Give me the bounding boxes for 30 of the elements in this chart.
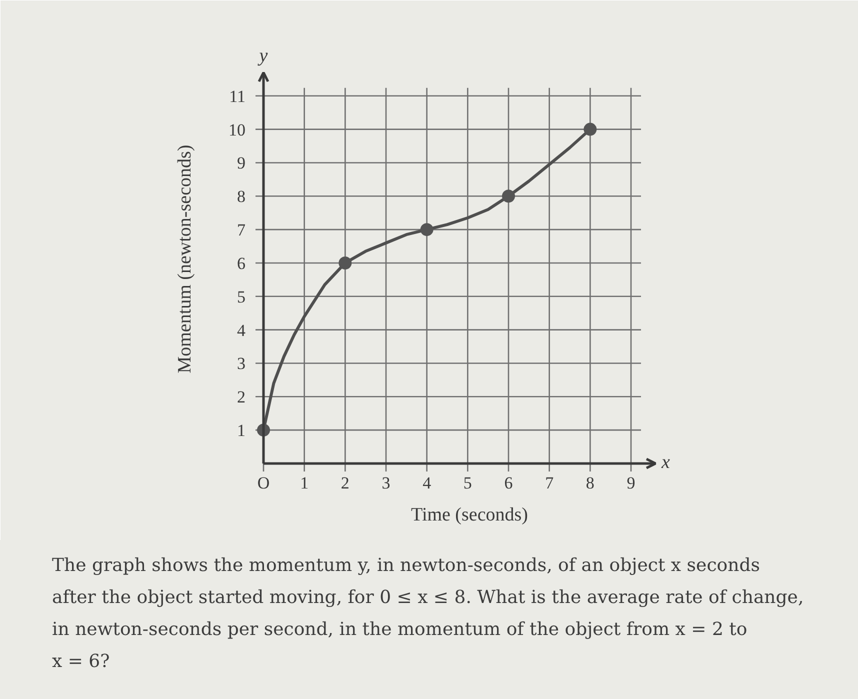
x-axis-title: Time (seconds) xyxy=(411,504,528,526)
y-tick-label: 10 xyxy=(228,120,246,140)
x-tick-label: 8 xyxy=(586,474,594,492)
x-tick-label: 7 xyxy=(545,474,554,492)
x-tick-label: 4 xyxy=(422,474,432,492)
y-tick-label: 7 xyxy=(237,220,246,240)
y-tick-label: 6 xyxy=(237,254,246,273)
x-tick-label: O xyxy=(257,474,270,492)
text: y xyxy=(257,46,268,66)
y-tick-label: 1 xyxy=(237,421,246,440)
y-tick-label: 8 xyxy=(237,187,246,206)
y-tick-label: 4 xyxy=(237,320,246,340)
point xyxy=(338,256,352,270)
text: The graph shows the momentum y, in newton-seconds, of an object x seconds after the object started moving, for 0 ≤ x ≤ 8. What is the average rate of change, in newton-seconds per second, in the momentum of the object from x = 2 to x = 6? xyxy=(52,554,805,674)
x-tick-label: 2 xyxy=(340,474,350,492)
point xyxy=(502,190,515,203)
text: x xyxy=(660,452,670,473)
x-tick-label: 5 xyxy=(463,474,472,492)
y-axis-title: Momentum (newton-seconds) xyxy=(174,144,196,374)
x-tick-label: 6 xyxy=(504,474,513,492)
y-tick-label: 3 xyxy=(237,354,246,374)
y-tick-label: 5 xyxy=(237,287,246,306)
y-tick-label: 2 xyxy=(237,388,246,407)
y-tick-label: 11 xyxy=(229,86,246,106)
point xyxy=(584,122,597,136)
x-tick-label: 3 xyxy=(382,474,390,492)
x-tick-label: 1 xyxy=(300,474,309,492)
point xyxy=(420,223,434,236)
y-tick-label: 9 xyxy=(237,154,246,173)
x-tick-label: 9 xyxy=(626,474,636,492)
